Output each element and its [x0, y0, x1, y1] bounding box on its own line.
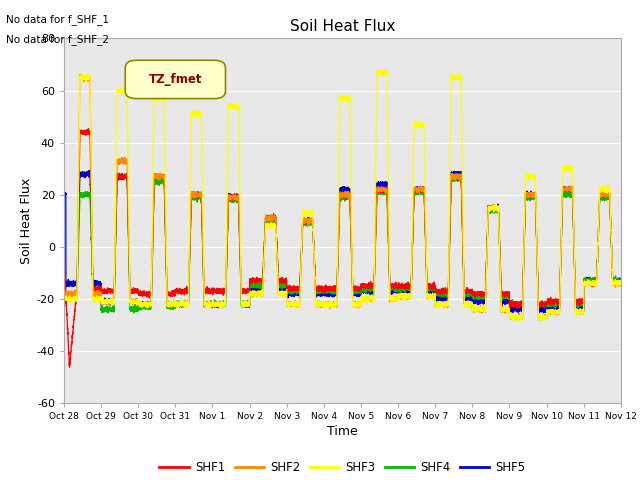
- SHF4: [104, 310, 112, 316]
- SHF3: [250, 288, 257, 294]
- SHF3: [60, 297, 68, 302]
- SHF5: [85, 168, 93, 173]
- SHF2: [324, 302, 332, 308]
- SHF2: [617, 279, 625, 285]
- Line: SHF5: SHF5: [64, 170, 621, 313]
- SHF4: [324, 288, 332, 294]
- SHF4: [483, 248, 491, 253]
- SHF2: [250, 289, 257, 295]
- SHF4: [467, 290, 475, 296]
- SHF3: [517, 318, 525, 324]
- SHF2: [587, 280, 595, 286]
- Text: No data for f_SHF_2: No data for f_SHF_2: [6, 34, 109, 45]
- SHF3: [483, 259, 491, 265]
- FancyBboxPatch shape: [125, 60, 225, 98]
- SHF3: [617, 281, 625, 287]
- SHF5: [587, 278, 595, 284]
- Text: TZ_fmet: TZ_fmet: [148, 73, 202, 86]
- SHF5: [60, 191, 68, 197]
- Line: SHF1: SHF1: [64, 129, 621, 367]
- SHF5: [483, 255, 491, 261]
- SHF3: [376, 66, 383, 72]
- SHF5: [467, 294, 475, 300]
- Text: No data for f_SHF_1: No data for f_SHF_1: [6, 14, 109, 25]
- Line: SHF4: SHF4: [64, 174, 621, 313]
- SHF2: [594, 260, 602, 265]
- SHF4: [617, 276, 625, 282]
- SHF2: [60, 291, 68, 297]
- SHF1: [617, 279, 625, 285]
- SHF4: [60, 293, 68, 299]
- SHF5: [594, 256, 602, 262]
- SHF3: [594, 259, 602, 264]
- SHF1: [60, 255, 68, 261]
- SHF2: [467, 301, 475, 307]
- SHF1: [84, 126, 92, 132]
- SHF1: [66, 364, 74, 370]
- SHF3: [467, 300, 475, 305]
- SHF1: [250, 278, 257, 284]
- SHF4: [116, 171, 124, 177]
- SHF1: [483, 247, 491, 253]
- SHF2: [517, 318, 525, 324]
- SHF2: [483, 260, 491, 265]
- SHF4: [594, 256, 602, 262]
- Y-axis label: Soil Heat Flux: Soil Heat Flux: [20, 178, 33, 264]
- Line: SHF3: SHF3: [64, 69, 621, 321]
- SHF1: [467, 288, 475, 294]
- SHF1: [587, 279, 595, 285]
- Title: Soil Heat Flux: Soil Heat Flux: [290, 20, 395, 35]
- X-axis label: Time: Time: [327, 425, 358, 438]
- SHF2: [76, 72, 84, 78]
- SHF5: [324, 291, 332, 297]
- SHF1: [324, 287, 332, 293]
- SHF3: [324, 303, 332, 309]
- SHF5: [540, 310, 547, 316]
- SHF4: [587, 276, 595, 282]
- SHF1: [594, 259, 602, 264]
- Legend: SHF1, SHF2, SHF3, SHF4, SHF5: SHF1, SHF2, SHF3, SHF4, SHF5: [155, 456, 530, 479]
- SHF4: [250, 283, 257, 288]
- Line: SHF2: SHF2: [64, 75, 621, 321]
- SHF5: [250, 284, 257, 290]
- SHF5: [617, 277, 625, 283]
- SHF3: [587, 279, 595, 285]
